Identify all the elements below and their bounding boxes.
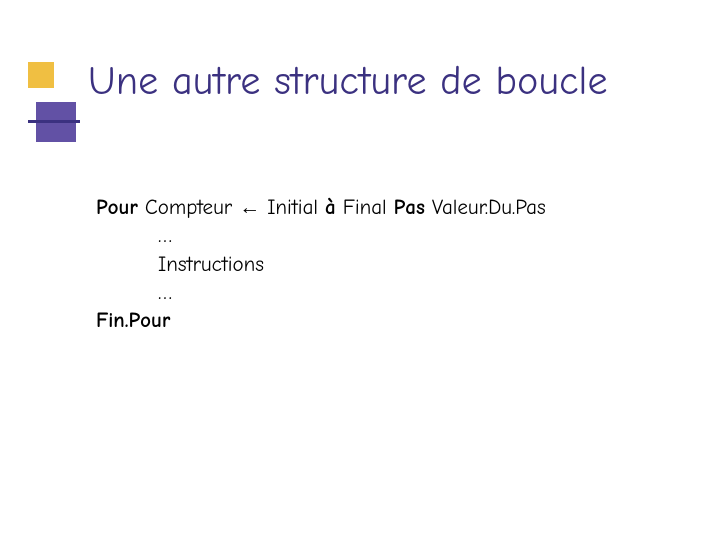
token-compteur: Compteur: [145, 196, 232, 220]
token-initial: Initial: [267, 196, 318, 220]
token-valeur: Valeur.Du.Pas: [432, 196, 546, 220]
title-decoration: [28, 58, 86, 136]
token-final: Final: [343, 196, 387, 220]
keyword-a: à: [325, 196, 336, 220]
token-arrow: ←: [239, 196, 260, 220]
yellow-square-icon: [28, 62, 54, 88]
title-region: Une autre structure de boucle: [28, 58, 700, 136]
code-line-3: Instructions: [96, 251, 680, 279]
code-line-5: Fin.Pour: [96, 307, 680, 335]
code-line-4: …: [96, 279, 680, 307]
keyword-pour: Pour: [96, 196, 138, 220]
slide-title: Une autre structure de boucle: [88, 58, 608, 104]
code-line-1: Pour Compteur ← Initial à Final Pas Vale…: [96, 194, 680, 222]
keyword-finpour: Fin.Pour: [96, 309, 170, 333]
slide: Une autre structure de boucle Pour Compt…: [0, 0, 720, 540]
slide-body: Pour Compteur ← Initial à Final Pas Vale…: [96, 194, 680, 336]
code-line-2: …: [96, 222, 680, 250]
decor-line-icon: [28, 120, 80, 123]
keyword-pas: Pas: [394, 196, 425, 220]
